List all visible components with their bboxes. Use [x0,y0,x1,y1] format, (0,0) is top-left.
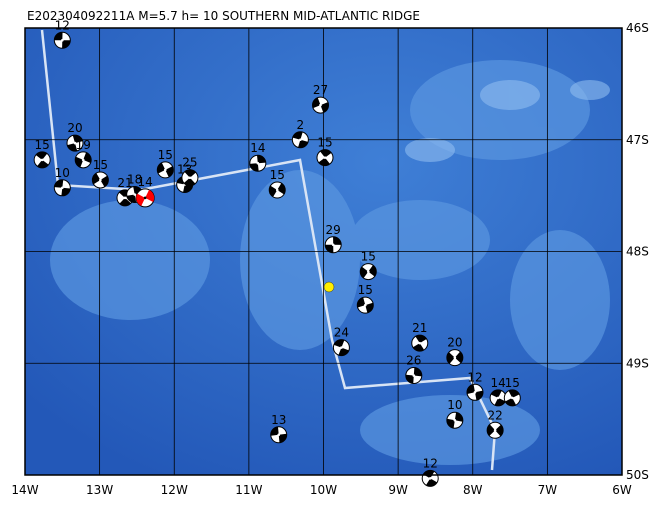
depth-label: 12 [423,456,438,470]
depth-label: 15 [270,168,285,182]
depth-label: 18 [127,173,142,187]
beachball-center [299,138,302,142]
depth-label: 15 [505,376,520,390]
depth-label: 26 [406,354,421,368]
event-epicenter [323,281,335,293]
depth-label: 22 [487,408,502,422]
x-tick-label: 8W [463,483,483,497]
beachball-center [61,38,64,42]
beachball-center [412,374,416,377]
beachball-center [163,168,167,172]
y-tick-label: 46S [626,21,649,35]
depth-label: 12 [467,370,482,384]
events: 1215201915102118141513251415272152915152… [33,18,521,487]
beachball-center [40,158,44,162]
x-tick-label: 11W [235,483,262,497]
x-tick-label: 13W [86,483,113,497]
beachball-center [496,396,500,400]
depth-label: 14 [490,376,505,390]
beachball-quadrant [318,149,332,166]
depth-label: 14 [138,175,153,189]
beachball-center [323,156,327,159]
beachball-center [81,158,85,162]
beachball-center [133,193,136,196]
bathymetry [50,60,610,465]
beachball-center [61,186,64,190]
depth-label: 15 [93,158,108,172]
beachball-quadrant [292,131,309,148]
depth-label: 13 [271,413,286,427]
beachball-quadrant [405,367,422,384]
depth-label: 29 [326,223,341,237]
depth-label: 25 [182,156,197,170]
beachball-center [363,303,367,307]
y-tick-label: 48S [626,245,649,259]
beachball-center [511,396,514,400]
beachball-center [453,356,457,359]
depth-label: 2 [297,118,305,132]
beachball-quadrant [92,173,109,187]
depth-label: 21 [117,176,132,190]
beachball-center [256,161,260,165]
beachball-quadrant [126,186,143,203]
x-tick-label: 9W [388,483,408,497]
frame [24,27,623,476]
depth-label: 15 [317,136,332,150]
beachball-quadrant [183,169,196,186]
depth-label: 15 [361,250,376,264]
beachball-center [123,196,127,200]
depth-label: 10 [447,398,462,412]
beachball-center [428,477,432,480]
beachball-center [418,341,422,345]
x-tick-label: 6W [612,483,632,497]
beachball-center [277,433,281,437]
beachball-center [275,188,279,192]
depth-label: 19 [76,138,91,152]
beachball-quadrant [54,32,71,49]
depth-label: 10 [55,166,70,180]
beachball-center [473,391,477,394]
ridge-line [40,29,497,471]
depth-label: 15 [158,148,173,162]
y-tick-label: 49S [626,356,649,370]
x-tick-label: 10W [310,483,337,497]
x-tick-label: 14W [11,483,38,497]
beachball-center [319,103,322,107]
beachball-center [340,346,343,349]
depth-label: 20 [447,336,462,350]
beachball-center [73,141,77,145]
beachball-center [143,196,147,200]
depth-label: 15 [358,283,373,297]
depth-label: 20 [67,121,82,135]
depth-label: 15 [35,138,50,152]
beachball-quadrant [446,351,463,364]
depth-label: 14 [250,141,265,155]
beachball-center [366,270,370,273]
beachball-quadrant [249,155,266,172]
beachball-center [453,418,457,422]
beachball-center [99,178,102,182]
depth-label: 21 [412,321,427,335]
depth-label: 24 [334,326,349,340]
depth-label: 12 [55,18,70,32]
beachball-quadrant [67,135,83,152]
beachball-center [331,243,335,247]
x-tick-label: 7W [538,483,558,497]
shallow [405,80,610,162]
beachball-center [493,429,497,432]
beachball-center [188,176,192,180]
x-tick-label: 12W [161,483,188,497]
y-tick-label: 50S [626,468,649,482]
depth-label: 27 [313,83,328,97]
y-tick-label: 47S [626,133,649,147]
map-title: E202304092211A M=5.7 h= 10 SOUTHERN MID-… [27,9,420,23]
